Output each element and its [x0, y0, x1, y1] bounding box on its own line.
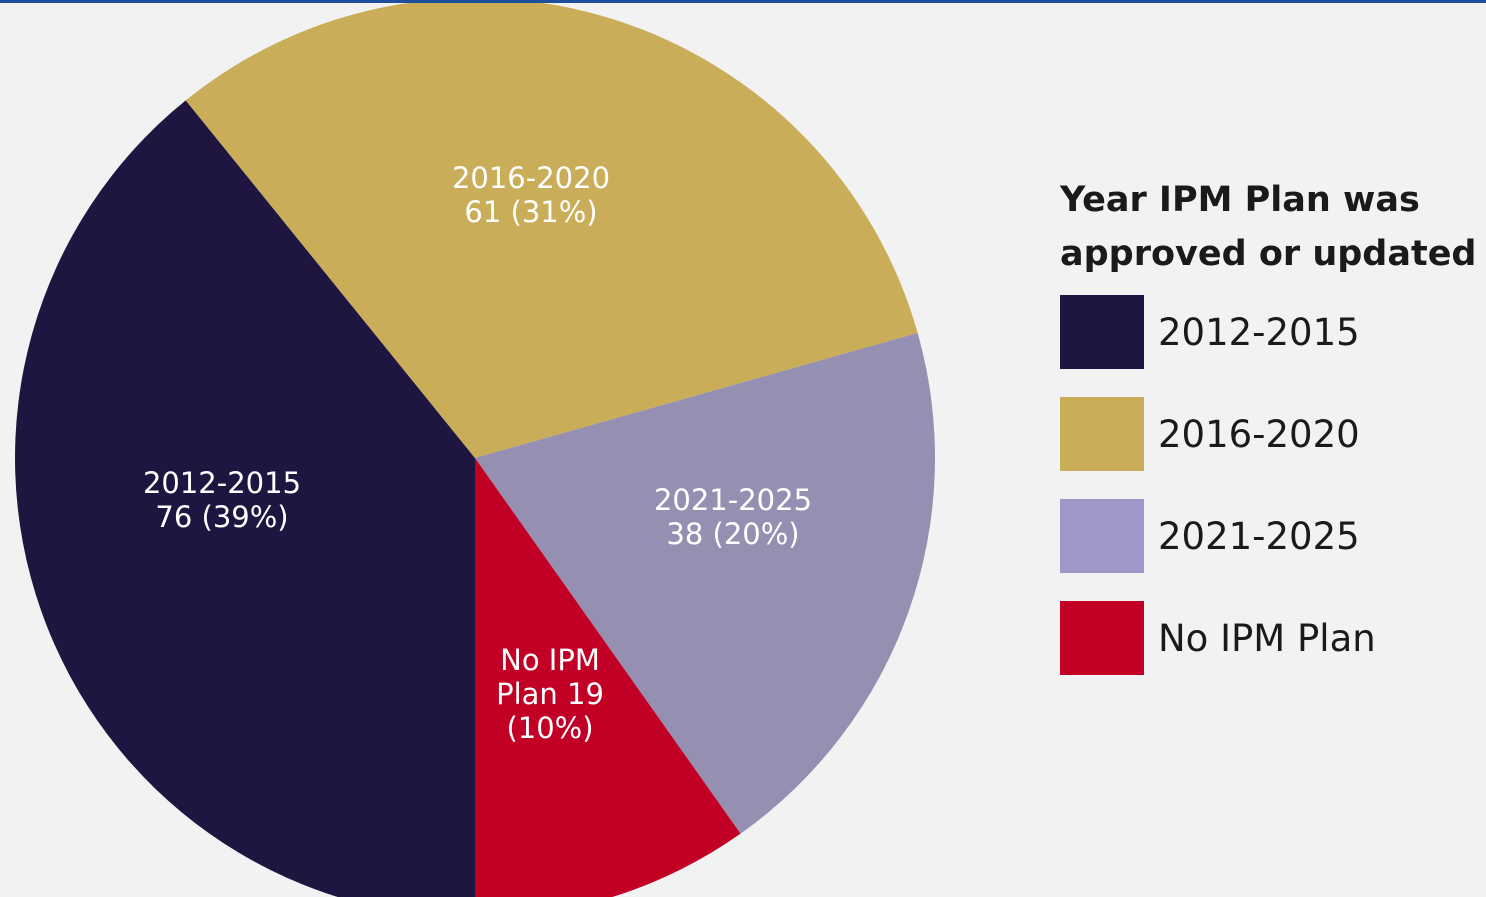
- slice-label-line: 2012-2015: [143, 466, 301, 500]
- slice-label-line: (10%): [506, 711, 593, 745]
- legend-item-2012-2015: 2012-2015: [1060, 295, 1480, 369]
- pie-slice-no-ipm-plan: [475, 458, 741, 897]
- slice-label-line: 76 (39%): [155, 500, 288, 534]
- pie-slice-2012-2015: [15, 100, 475, 897]
- legend-title-line-2: approved or updated: [1060, 234, 1477, 274]
- slice-label-line: 38 (20%): [666, 517, 799, 551]
- legend-title-line-1: Year IPM Plan was: [1060, 180, 1420, 220]
- slice-label-line: 2021-2025: [654, 483, 812, 517]
- legend-item-2021-2025: 2021-2025: [1060, 499, 1480, 573]
- slice-label-2021-2025: 2021-2025 38 (20%): [654, 483, 812, 551]
- legend-swatch: [1060, 397, 1144, 471]
- slice-label-2012-2015: 2012-2015 76 (39%): [143, 466, 301, 534]
- slice-label-line: Plan 19: [496, 677, 604, 711]
- legend-swatch: [1060, 295, 1144, 369]
- pie-chart: 2012-2015 76 (39%) 2016-2020 61 (31%) 2021-2…: [15, 3, 936, 897]
- legend-item-2016-2020: 2016-2020: [1060, 397, 1480, 471]
- legend-label: 2016-2020: [1158, 412, 1360, 456]
- legend-label: 2012-2015: [1158, 310, 1360, 354]
- slice-label-line: 61 (31%): [464, 195, 597, 229]
- legend: Year IPM Plan was approved or updated 20…: [1060, 173, 1480, 703]
- pie-slice-2021-2025: [475, 332, 936, 834]
- legend-swatch: [1060, 499, 1144, 573]
- slice-label-no-ipm-plan: No IPM Plan 19 (10%): [496, 643, 604, 745]
- legend-swatch: [1060, 601, 1144, 675]
- slice-label-2016-2020: 2016-2020 61 (31%): [452, 161, 610, 229]
- legend-label: 2021-2025: [1158, 514, 1360, 558]
- legend-title: Year IPM Plan was approved or updated: [1060, 173, 1480, 281]
- slice-label-line: 2016-2020: [452, 161, 610, 195]
- pie-slice-2016-2020: [185, 3, 918, 458]
- slice-label-line: No IPM: [500, 643, 600, 677]
- legend-item-no-ipm-plan: No IPM Plan: [1060, 601, 1480, 675]
- legend-label: No IPM Plan: [1158, 616, 1376, 660]
